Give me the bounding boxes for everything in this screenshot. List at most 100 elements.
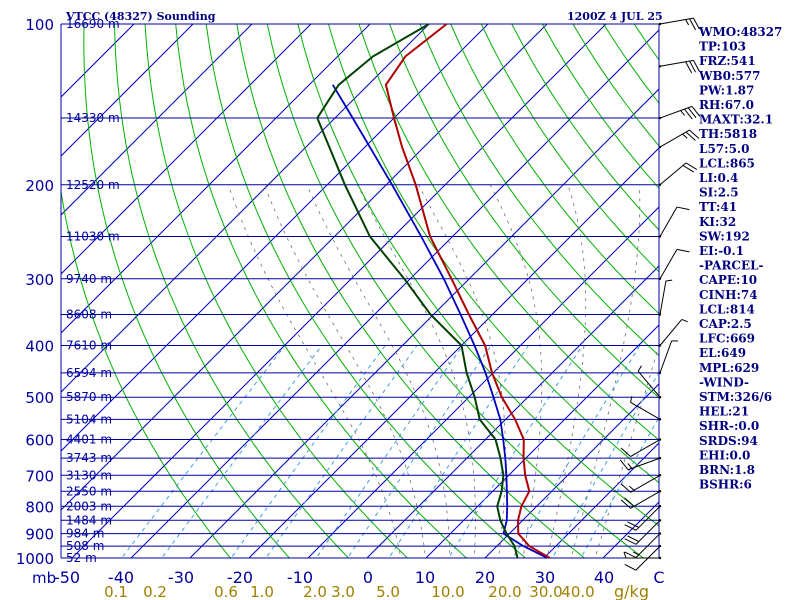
wind-barb-staff — [635, 533, 661, 558]
pressure-tick-label: 900 — [25, 526, 54, 544]
index-item: BSHR:6 — [699, 478, 752, 492]
height-label: 3743 m — [66, 451, 112, 465]
index-item: L57:5.0 — [699, 142, 749, 156]
index-item: LI:0.4 — [699, 171, 738, 185]
wind-barb-staff — [630, 490, 661, 509]
wind-barb-base — [658, 396, 662, 399]
mixing-ratio-line — [512, 345, 641, 558]
isotherm-line — [61, 24, 430, 393]
wind-barb-staff — [659, 319, 683, 346]
index-item: SW:192 — [699, 229, 750, 243]
isotherm-line — [425, 324, 659, 558]
wind-barb-base — [658, 418, 662, 421]
wind-barb-flag — [624, 551, 637, 559]
mixing-ratio-tick-label: 2.0 — [303, 583, 327, 600]
index-item: STM:326/6 — [699, 390, 772, 404]
wind-barb — [658, 248, 690, 280]
wind-barb-flag — [627, 521, 640, 528]
chart-title: VTCC (48327) Sounding — [65, 10, 216, 23]
index-item: CINH:74 — [699, 288, 758, 302]
height-label: 3130 m — [66, 468, 112, 482]
dry-adiabat-line — [205, 24, 527, 558]
wind-barb-half-flag — [680, 110, 685, 116]
isotherm-line — [61, 24, 371, 334]
height-label: 12520 m — [66, 178, 120, 192]
mixing-ratio-line — [230, 345, 386, 558]
wind-barb-flag — [682, 165, 695, 173]
wind-barb-base — [658, 490, 662, 493]
wind-barb-half-flag — [627, 463, 633, 469]
wind-barb — [620, 474, 662, 493]
wind-barb-flag — [624, 524, 637, 531]
wind-barb-staff — [630, 439, 661, 457]
wind-barb — [658, 162, 698, 186]
isotherm-line — [248, 147, 659, 558]
dry-adiabat-line — [114, 24, 350, 558]
wind-barb — [658, 129, 700, 149]
height-label: 508 m — [66, 539, 104, 553]
height-label: 8608 m — [66, 308, 112, 322]
mixing-ratio-tick-label: 3.0 — [331, 583, 355, 600]
wind-barb — [623, 551, 662, 560]
pressure-tick-label: 600 — [25, 432, 54, 450]
mixing-ratio-tick-label: 0.1 — [104, 583, 128, 600]
wind-barb-flag — [619, 459, 629, 471]
wind-barb-half-flag — [623, 551, 627, 559]
wind-barb-staff — [627, 457, 661, 471]
mixing-ratio-line — [315, 345, 464, 558]
index-item: EHI:0.0 — [699, 448, 750, 462]
isotherm-line — [61, 24, 489, 452]
moist-adiabat-line — [264, 184, 426, 558]
wind-barb-staff — [659, 206, 678, 237]
dry-adiabat-line — [358, 24, 659, 441]
temperature-tick-label: -10 — [287, 568, 313, 587]
index-item: EI:-0.1 — [699, 244, 744, 258]
wind-barb-base — [658, 438, 662, 441]
wind-barb-flag — [693, 17, 700, 30]
wind-barb-flag — [620, 499, 631, 509]
mixing-ratio-line — [580, 416, 659, 558]
wind-barb-staff — [659, 162, 687, 186]
wind-barb-base — [658, 65, 662, 68]
wind-barb-staff — [659, 249, 678, 280]
isotherm-line — [484, 383, 659, 558]
wind-barb — [624, 505, 662, 531]
mixing-ratio-tick-label: 30.0 — [529, 583, 562, 600]
wind-barb-half-flag — [628, 485, 635, 491]
wind-barb-base — [658, 277, 662, 280]
wind-barb-half-flag — [682, 133, 688, 139]
pressure-tick-label: 200 — [25, 177, 54, 195]
mixing-ratio-tick-label: 0.2 — [143, 583, 167, 600]
wind-barb-flag — [624, 497, 635, 507]
wind-barb — [630, 396, 662, 421]
chart-datetime: 1200Z 4 JUL 25 — [567, 10, 663, 23]
moist-adiabat-line — [357, 184, 476, 558]
index-item: CAPE:10 — [699, 273, 757, 287]
index-item: TP:103 — [699, 40, 746, 54]
pressure-tick-label: 100 — [25, 16, 54, 34]
dry-adiabat-line — [328, 24, 659, 484]
parcel-path-line — [332, 84, 548, 558]
height-label: 5104 m — [66, 412, 112, 426]
dry-adiabat-line — [61, 188, 232, 558]
index-item: SHR-:0.0 — [699, 419, 759, 433]
wind-barb — [620, 490, 662, 509]
moist-adiabat-line — [570, 184, 641, 558]
height-label: 7610 m — [66, 339, 112, 353]
moist-adiabat-line — [489, 184, 543, 558]
mixing-ratio-tick-label: 1.0 — [250, 583, 274, 600]
height-label: 9740 m — [66, 272, 112, 286]
temperature-tick-label: -20 — [227, 568, 253, 587]
temperature-tick-label: -30 — [168, 568, 194, 587]
wind-barb-staff — [637, 370, 661, 398]
temperature-line — [384, 24, 551, 558]
wind-barb-staff — [659, 105, 693, 119]
pressure-tick-label: 500 — [25, 389, 54, 407]
wind-barb-flag — [685, 61, 693, 74]
dry-adiabat-line — [450, 24, 659, 315]
wind-barb-staff — [659, 340, 673, 373]
wind-barb — [624, 519, 662, 545]
mixing-ratio-tick-label: 10.0 — [431, 583, 464, 600]
dry-adiabat-line — [297, 24, 659, 527]
wind-barb-base — [658, 556, 662, 560]
